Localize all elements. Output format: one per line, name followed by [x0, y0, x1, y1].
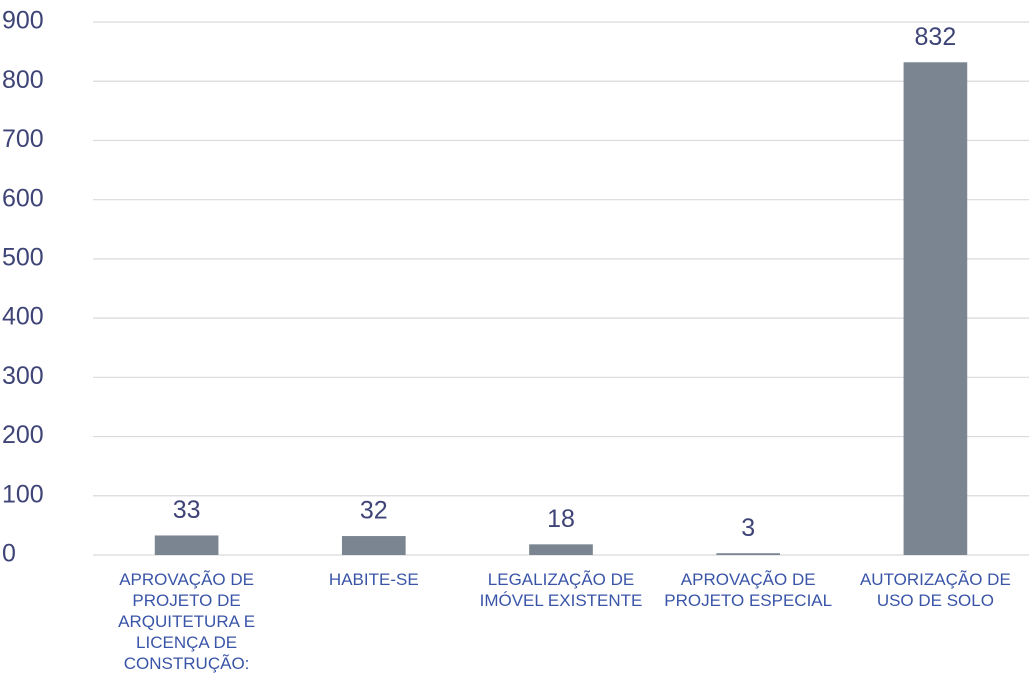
bar	[529, 544, 593, 555]
y-tick-label: 0	[2, 540, 16, 568]
bar	[155, 535, 219, 555]
y-tick-label: 900	[2, 7, 44, 35]
y-tick-label: 700	[2, 125, 44, 153]
bar	[904, 62, 968, 555]
y-tick-label: 500	[2, 243, 44, 271]
y-tick-label: 100	[2, 480, 44, 508]
y-tick-label: 600	[2, 184, 44, 212]
x-tick-label: LEGALIZAÇÃO DE IMÓVEL EXISTENTE	[471, 569, 651, 611]
bar	[716, 553, 780, 555]
x-tick-label: HABITE-SE	[284, 569, 464, 590]
value-label: 3	[741, 514, 755, 542]
value-label: 33	[173, 496, 201, 524]
y-tick-label: 200	[2, 421, 44, 449]
value-label: 32	[360, 497, 388, 525]
y-tick-label: 300	[2, 362, 44, 390]
x-tick-label: APROVAÇÃO DE PROJETO ESPECIAL	[658, 569, 838, 611]
page: 01002003004005006007008009003332183832 (…	[0, 0, 1029, 689]
x-tick-label: AUTORIZAÇÃO DE USO DE SOLO	[845, 569, 1025, 611]
value-label: 832	[915, 23, 957, 51]
x-tick-label: APROVAÇÃO DE PROJETO DE ARQUITETURA E LI…	[97, 569, 277, 674]
bar	[342, 536, 406, 555]
y-tick-label: 800	[2, 66, 44, 94]
y-tick-label: 400	[2, 303, 44, 331]
value-label: 18	[547, 505, 575, 533]
